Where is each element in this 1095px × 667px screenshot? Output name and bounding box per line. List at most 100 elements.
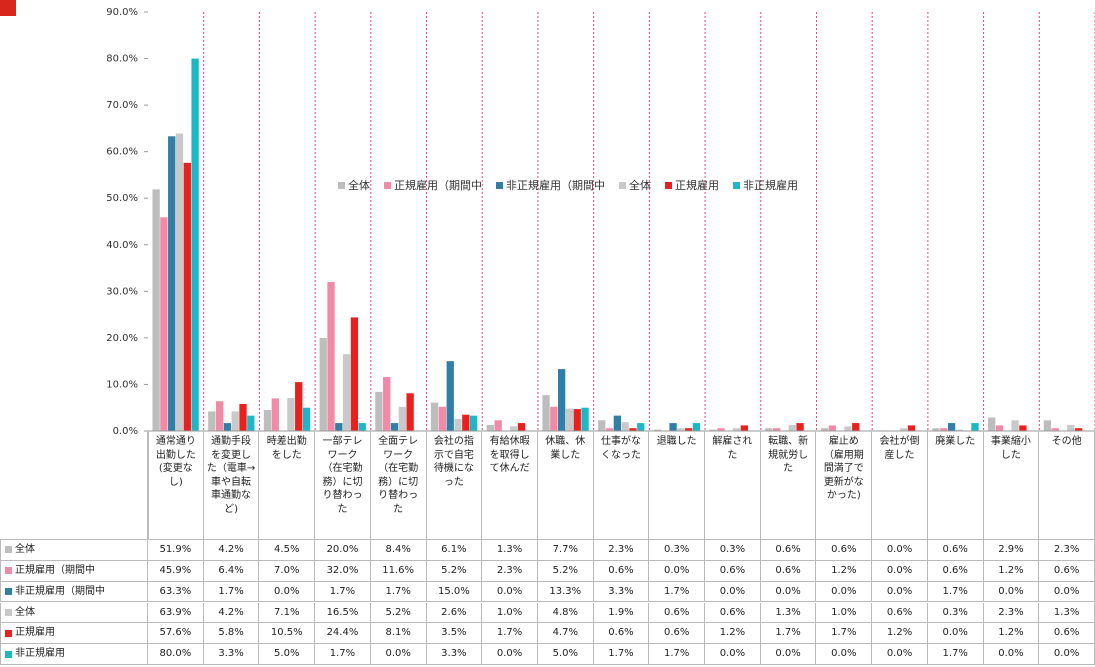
legend-label: 正規雇用（期間中 xyxy=(394,178,482,192)
table-value: 1.7% xyxy=(927,581,984,603)
table-value: 1.7% xyxy=(760,623,817,645)
table-value: 0.6% xyxy=(816,540,873,561)
bar xyxy=(327,282,335,431)
table-value: 5.0% xyxy=(537,644,594,665)
bar xyxy=(223,423,232,431)
table-value: 11.6% xyxy=(370,560,427,582)
table-value: 3.5% xyxy=(426,623,483,645)
bar xyxy=(175,133,184,431)
table-value: 5.2% xyxy=(370,602,427,624)
category-label: 会社の指示で自宅待機になった xyxy=(426,431,483,540)
bar xyxy=(669,423,677,431)
series-name: 非正規雇用 xyxy=(15,648,65,660)
bar xyxy=(709,429,717,431)
table-value: 3.3% xyxy=(593,581,650,603)
table-value: 4.2% xyxy=(203,602,260,624)
legend-swatch xyxy=(5,588,12,596)
table-value: 1.2% xyxy=(872,623,928,645)
bar xyxy=(932,428,940,431)
category-label: 退職した xyxy=(649,431,706,540)
table-value: 0.0% xyxy=(760,644,817,665)
bar xyxy=(239,403,247,431)
table-value: 5.8% xyxy=(203,623,260,645)
bar xyxy=(732,428,741,431)
bar xyxy=(263,410,272,431)
bar xyxy=(302,407,311,431)
table-value: 0.0% xyxy=(983,644,1040,665)
series-name: 全体 xyxy=(15,544,35,556)
table-value: 2.9% xyxy=(983,540,1040,561)
table-value: 5.2% xyxy=(537,560,594,582)
table-value: 0.3% xyxy=(649,540,706,561)
bar xyxy=(685,428,693,431)
legend-label: 非正規雇用 xyxy=(743,178,798,192)
table-value: 0.6% xyxy=(1039,560,1095,582)
bar xyxy=(565,408,574,431)
bar xyxy=(510,426,518,431)
table-value: 1.7% xyxy=(315,581,371,603)
table-value: 7.0% xyxy=(259,560,316,582)
bar xyxy=(208,411,216,431)
bar xyxy=(183,162,191,431)
row-header: 全体 xyxy=(0,602,148,624)
table-corner xyxy=(0,431,148,540)
bar xyxy=(454,418,462,431)
bar xyxy=(740,425,749,431)
table-value: 0.0% xyxy=(649,560,706,582)
bar xyxy=(900,428,908,431)
category-label: 事業縮小した xyxy=(983,431,1040,540)
table-value: 0.6% xyxy=(927,560,984,582)
y-tick-label: 40.0% xyxy=(106,240,138,251)
category-label: 休職、休業した xyxy=(537,431,594,540)
table-value: 1.3% xyxy=(1039,602,1095,624)
y-tick-label: 70.0% xyxy=(106,100,138,111)
bar xyxy=(319,337,327,431)
table-value: 0.6% xyxy=(760,560,817,582)
table-value: 1.0% xyxy=(816,602,873,624)
table-value: 8.1% xyxy=(370,623,427,645)
bar xyxy=(1043,420,1052,431)
bar xyxy=(469,415,478,431)
table-value: 0.6% xyxy=(649,623,706,645)
legend-swatch xyxy=(496,182,503,189)
table-value: 0.6% xyxy=(705,560,761,582)
table-value: 1.7% xyxy=(315,644,371,665)
legend-swatch xyxy=(5,567,12,575)
bar xyxy=(342,354,351,431)
table-value: 4.7% xyxy=(537,623,594,645)
legend-swatch xyxy=(5,546,12,554)
table-value: 0.0% xyxy=(1039,644,1095,665)
table-value: 0.3% xyxy=(705,540,761,561)
table-value: 10.5% xyxy=(259,623,316,645)
legend-swatch xyxy=(619,182,626,189)
table-value: 5.2% xyxy=(426,560,483,582)
table-value: 0.0% xyxy=(370,644,427,665)
bar xyxy=(1051,428,1059,431)
bar xyxy=(605,428,614,431)
category-label: 廃業した xyxy=(927,431,984,540)
table-value: 6.4% xyxy=(203,560,260,582)
table-value: 7.1% xyxy=(259,602,316,624)
legend-label: 正規雇用 xyxy=(675,178,719,192)
y-tick-label: 90.0% xyxy=(106,7,138,18)
bar xyxy=(947,423,956,431)
table-value: 0.6% xyxy=(593,623,650,645)
bar xyxy=(375,391,383,431)
table-value: 1.7% xyxy=(203,581,260,603)
bar xyxy=(383,376,391,431)
table-value: 3.3% xyxy=(203,644,260,665)
table-value: 0.0% xyxy=(482,644,538,665)
row-header: 正規雇用 xyxy=(0,623,148,645)
bar xyxy=(844,426,852,431)
bar xyxy=(350,317,359,431)
bar xyxy=(358,423,366,431)
y-tick-label: 20.0% xyxy=(106,333,138,344)
bar xyxy=(773,428,781,431)
table-value: 0.6% xyxy=(1039,623,1095,645)
y-tick-label: 30.0% xyxy=(106,286,138,297)
table-value: 1.9% xyxy=(593,602,650,624)
row-header: 非正規雇用 xyxy=(0,644,148,665)
table-value: 0.0% xyxy=(705,644,761,665)
table-value: 4.5% xyxy=(259,540,316,561)
bar xyxy=(765,428,773,431)
